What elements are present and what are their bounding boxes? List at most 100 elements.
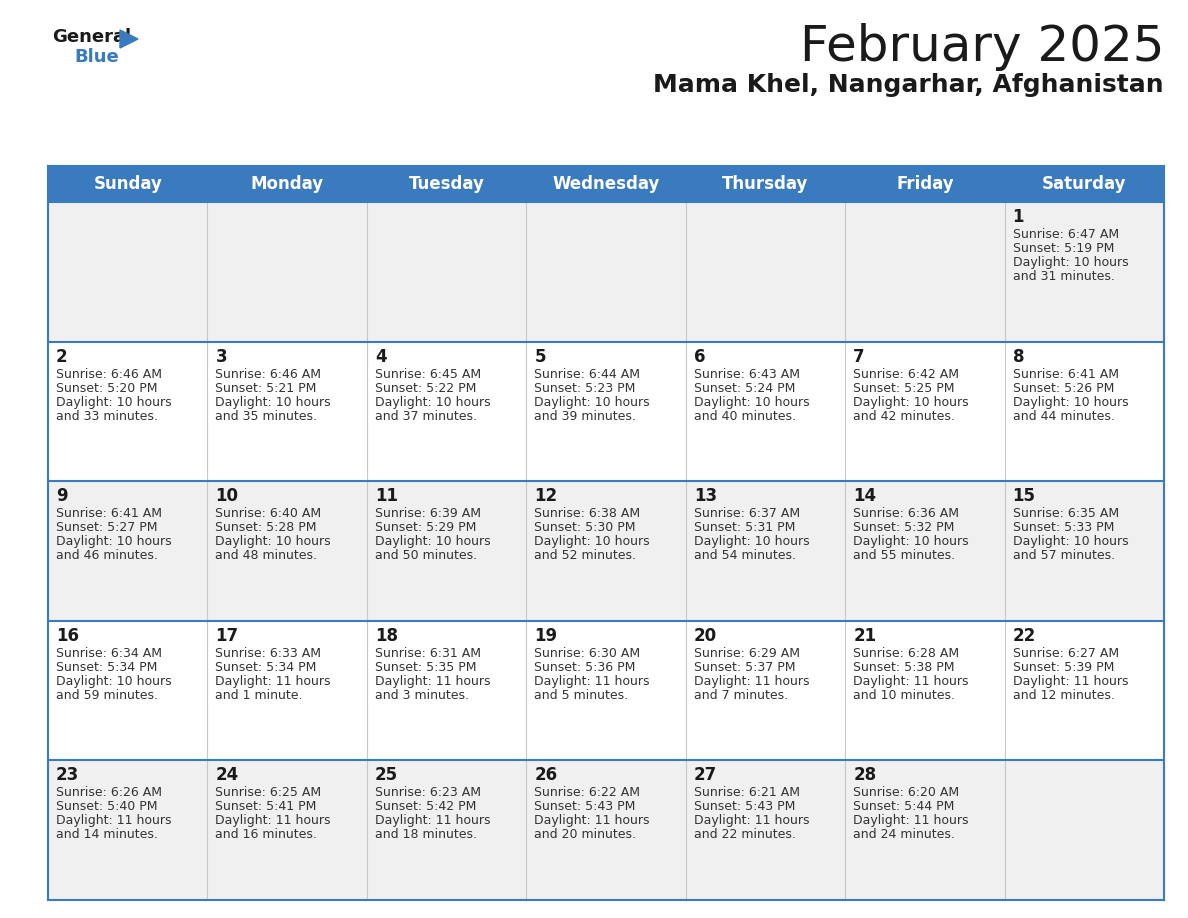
Text: Sunday: Sunday [94, 175, 162, 193]
Text: Sunrise: 6:41 AM: Sunrise: 6:41 AM [56, 508, 162, 521]
Text: Sunset: 5:36 PM: Sunset: 5:36 PM [535, 661, 636, 674]
Bar [845, 621, 1005, 760]
Text: Sunrise: 6:20 AM: Sunrise: 6:20 AM [853, 787, 959, 800]
Text: and 1 minute.: and 1 minute. [215, 688, 303, 701]
Text: February 2025: February 2025 [800, 23, 1164, 71]
Text: and 16 minutes.: and 16 minutes. [215, 828, 317, 842]
Bar [685, 481, 845, 621]
Text: 10: 10 [215, 487, 239, 505]
Text: Sunset: 5:34 PM: Sunset: 5:34 PM [56, 661, 157, 674]
Text: 4: 4 [375, 348, 386, 365]
Text: Sunset: 5:22 PM: Sunset: 5:22 PM [375, 382, 476, 395]
Bar [1005, 341, 1164, 481]
Text: Friday: Friday [896, 175, 954, 193]
Text: 6: 6 [694, 348, 706, 365]
Text: and 5 minutes.: and 5 minutes. [535, 688, 628, 701]
Text: Sunset: 5:43 PM: Sunset: 5:43 PM [694, 800, 795, 813]
Text: Sunset: 5:27 PM: Sunset: 5:27 PM [56, 521, 158, 534]
Text: and 12 minutes.: and 12 minutes. [1012, 688, 1114, 701]
Text: Sunrise: 6:31 AM: Sunrise: 6:31 AM [375, 647, 481, 660]
Text: Sunrise: 6:25 AM: Sunrise: 6:25 AM [215, 787, 322, 800]
Text: Sunset: 5:19 PM: Sunset: 5:19 PM [1012, 242, 1114, 255]
Text: Sunrise: 6:35 AM: Sunrise: 6:35 AM [1012, 508, 1119, 521]
Text: Sunset: 5:32 PM: Sunset: 5:32 PM [853, 521, 954, 534]
Text: and 39 minutes.: and 39 minutes. [535, 409, 636, 422]
Text: Sunrise: 6:39 AM: Sunrise: 6:39 AM [375, 508, 481, 521]
Text: and 50 minutes.: and 50 minutes. [375, 549, 478, 562]
Text: and 54 minutes.: and 54 minutes. [694, 549, 796, 562]
Text: Sunrise: 6:45 AM: Sunrise: 6:45 AM [375, 367, 481, 381]
Text: Sunset: 5:35 PM: Sunset: 5:35 PM [375, 661, 476, 674]
Text: Sunrise: 6:47 AM: Sunrise: 6:47 AM [1012, 228, 1119, 241]
Text: and 52 minutes.: and 52 minutes. [535, 549, 637, 562]
Bar [1005, 202, 1164, 341]
Text: Daylight: 10 hours: Daylight: 10 hours [56, 396, 171, 409]
Text: Daylight: 10 hours: Daylight: 10 hours [853, 535, 968, 548]
Text: Wednesday: Wednesday [552, 175, 659, 193]
Text: and 37 minutes.: and 37 minutes. [375, 409, 476, 422]
Bar [48, 481, 208, 621]
Text: and 10 minutes.: and 10 minutes. [853, 688, 955, 701]
Text: and 31 minutes.: and 31 minutes. [1012, 270, 1114, 283]
Text: 15: 15 [1012, 487, 1036, 505]
Bar [208, 341, 367, 481]
Bar [367, 202, 526, 341]
Polygon shape [120, 30, 138, 48]
Text: Sunset: 5:23 PM: Sunset: 5:23 PM [535, 382, 636, 395]
Text: Sunset: 5:24 PM: Sunset: 5:24 PM [694, 382, 795, 395]
Text: 13: 13 [694, 487, 716, 505]
Text: Daylight: 10 hours: Daylight: 10 hours [1012, 396, 1129, 409]
Text: Sunrise: 6:34 AM: Sunrise: 6:34 AM [56, 647, 162, 660]
Text: Daylight: 10 hours: Daylight: 10 hours [56, 675, 171, 688]
Bar [685, 341, 845, 481]
Bar [48, 202, 208, 341]
Text: Sunset: 5:44 PM: Sunset: 5:44 PM [853, 800, 954, 813]
Text: Sunset: 5:25 PM: Sunset: 5:25 PM [853, 382, 955, 395]
Text: Sunrise: 6:22 AM: Sunrise: 6:22 AM [535, 787, 640, 800]
Bar [367, 341, 526, 481]
Bar [208, 202, 367, 341]
Bar [208, 621, 367, 760]
Text: 28: 28 [853, 767, 877, 784]
Text: Sunrise: 6:29 AM: Sunrise: 6:29 AM [694, 647, 800, 660]
Text: 14: 14 [853, 487, 877, 505]
Text: Sunset: 5:33 PM: Sunset: 5:33 PM [1012, 521, 1114, 534]
Bar [48, 341, 208, 481]
Text: Sunset: 5:26 PM: Sunset: 5:26 PM [1012, 382, 1114, 395]
Text: Sunrise: 6:36 AM: Sunrise: 6:36 AM [853, 508, 959, 521]
Text: Daylight: 11 hours: Daylight: 11 hours [56, 814, 171, 827]
Text: Daylight: 10 hours: Daylight: 10 hours [1012, 256, 1129, 269]
Text: Daylight: 11 hours: Daylight: 11 hours [375, 814, 491, 827]
Text: and 55 minutes.: and 55 minutes. [853, 549, 955, 562]
Text: and 20 minutes.: and 20 minutes. [535, 828, 637, 842]
Text: Sunset: 5:42 PM: Sunset: 5:42 PM [375, 800, 476, 813]
Bar [685, 621, 845, 760]
Text: 11: 11 [375, 487, 398, 505]
Bar [685, 202, 845, 341]
Bar [48, 760, 208, 900]
Text: General: General [52, 28, 131, 46]
Text: and 46 minutes.: and 46 minutes. [56, 549, 158, 562]
Text: 1: 1 [1012, 208, 1024, 226]
Text: 18: 18 [375, 627, 398, 644]
Text: Daylight: 11 hours: Daylight: 11 hours [853, 814, 968, 827]
Text: and 59 minutes.: and 59 minutes. [56, 688, 158, 701]
Text: Daylight: 11 hours: Daylight: 11 hours [375, 675, 491, 688]
Text: Daylight: 10 hours: Daylight: 10 hours [375, 396, 491, 409]
Text: Daylight: 10 hours: Daylight: 10 hours [853, 396, 968, 409]
Text: 17: 17 [215, 627, 239, 644]
Text: Daylight: 10 hours: Daylight: 10 hours [215, 535, 331, 548]
Text: Daylight: 10 hours: Daylight: 10 hours [1012, 535, 1129, 548]
Bar [845, 481, 1005, 621]
Bar [1005, 481, 1164, 621]
Text: 2: 2 [56, 348, 68, 365]
Text: and 22 minutes.: and 22 minutes. [694, 828, 796, 842]
Text: Sunrise: 6:42 AM: Sunrise: 6:42 AM [853, 367, 959, 381]
Text: 9: 9 [56, 487, 68, 505]
Bar [48, 621, 208, 760]
Text: 24: 24 [215, 767, 239, 784]
Text: Sunset: 5:38 PM: Sunset: 5:38 PM [853, 661, 955, 674]
Text: Daylight: 10 hours: Daylight: 10 hours [535, 535, 650, 548]
Bar [845, 341, 1005, 481]
Text: 5: 5 [535, 348, 545, 365]
